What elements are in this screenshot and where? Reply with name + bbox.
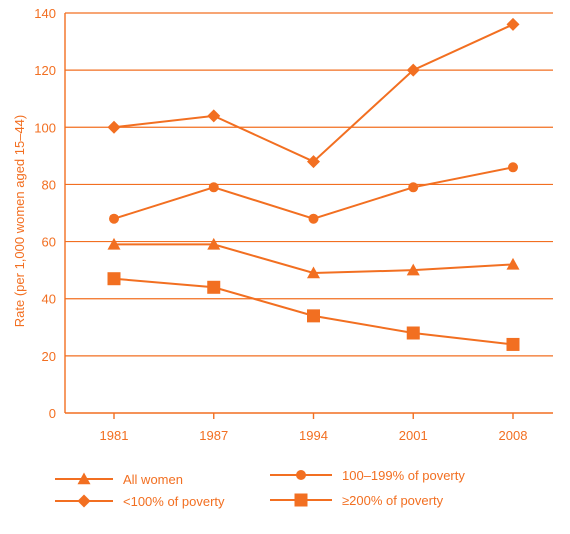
- data-point: [508, 162, 518, 173]
- x-tick-label: 1994: [299, 428, 328, 443]
- legend-marker: [294, 493, 308, 507]
- legend-item: <100% of poverty: [55, 494, 225, 509]
- data-point: [506, 257, 520, 270]
- series-circle: [109, 162, 518, 224]
- data-point: [307, 155, 320, 169]
- legend-label: ≥200% of poverty: [342, 493, 444, 508]
- data-point: [506, 17, 520, 31]
- y-tick-label: 140: [34, 6, 56, 21]
- data-point: [506, 337, 520, 351]
- data-point: [109, 213, 119, 224]
- legend-label: All women: [123, 472, 183, 487]
- data-point: [406, 263, 420, 276]
- legend-item: All women: [55, 472, 183, 487]
- data-point: [406, 63, 420, 77]
- data-point: [207, 109, 221, 123]
- legend-marker: [296, 470, 306, 480]
- legend-marker: [77, 472, 91, 485]
- data-point: [207, 280, 221, 294]
- y-tick-label: 60: [42, 235, 56, 250]
- data-point: [107, 120, 121, 134]
- series-square: [107, 272, 520, 351]
- grid-lines: [65, 12, 553, 357]
- data-point: [207, 237, 221, 250]
- x-tick-label: 1981: [100, 428, 129, 443]
- y-tick-label: 80: [42, 177, 56, 192]
- data-point: [208, 182, 219, 193]
- x-tick-label: 2001: [399, 428, 428, 443]
- data-point: [307, 266, 320, 279]
- data-point: [307, 309, 320, 323]
- y-tick-label: 40: [42, 292, 56, 307]
- series-triangle: [107, 237, 520, 279]
- data-point: [308, 213, 319, 224]
- axes: 0 20 40 60 80 100 120 140 1981 1987 1994 2001 2008: [34, 6, 553, 443]
- legend-marker: [77, 494, 91, 508]
- y-tick-label: 0: [49, 406, 56, 421]
- data-point: [107, 237, 121, 250]
- data-point: [408, 182, 419, 193]
- legend-label: 100–199% of poverty: [342, 468, 465, 483]
- y-axis-label: Rate (per 1,000 women aged 15–44): [12, 115, 27, 327]
- data-point: [107, 272, 121, 286]
- legend: All women 100–199% of poverty <100% of pov…: [55, 468, 465, 509]
- legend-label: <100% of poverty: [123, 494, 225, 509]
- data-point: [406, 326, 420, 340]
- y-tick-label: 100: [34, 120, 56, 135]
- x-tick-label: 2008: [499, 428, 528, 443]
- series-diamond: [107, 17, 520, 169]
- y-tick-label: 120: [34, 63, 56, 78]
- series-line: [113, 23, 514, 163]
- series-line: [113, 166, 514, 220]
- x-tick-label: 1987: [199, 428, 228, 443]
- legend-item: 100–199% of poverty: [270, 468, 465, 483]
- legend-item: ≥200% of poverty: [270, 493, 444, 508]
- y-tick-label: 20: [42, 349, 56, 364]
- series-layer: [107, 17, 520, 351]
